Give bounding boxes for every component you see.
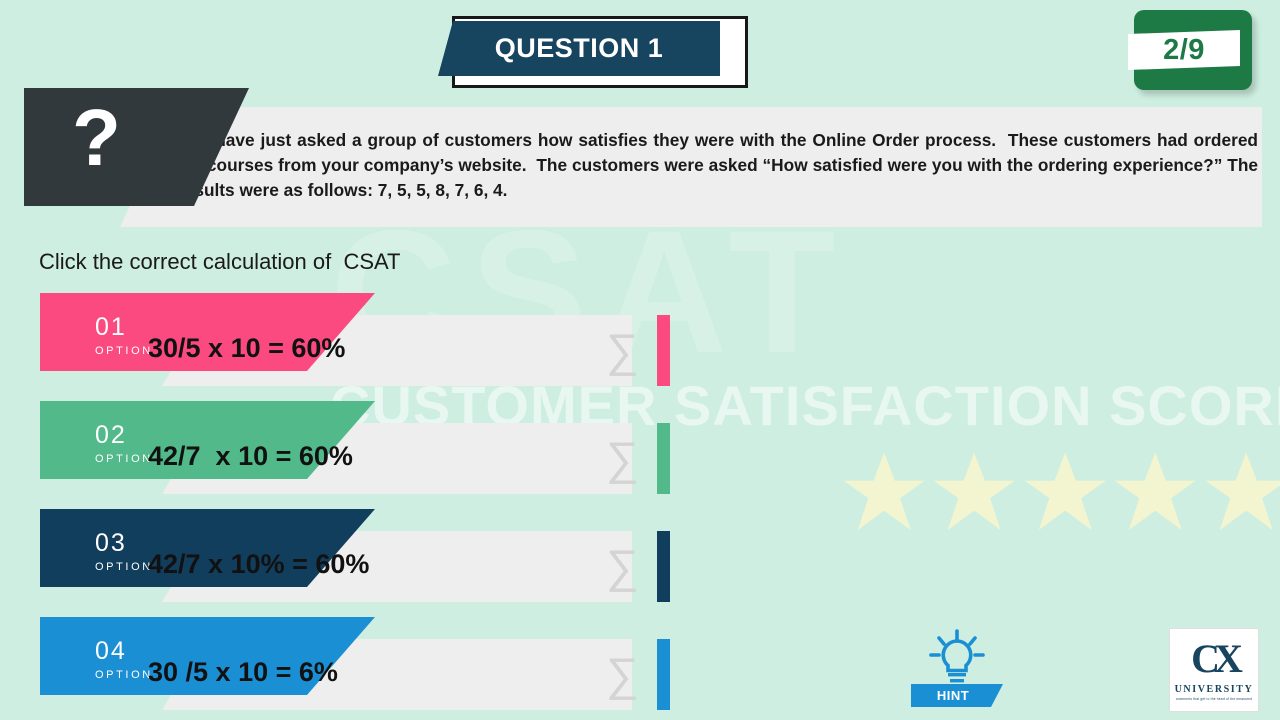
option-answer-text[interactable]: 30 /5 x 10 = 6%: [148, 657, 338, 687]
page-counter-band: 2/9: [1128, 30, 1240, 70]
page-counter-value: 2/9: [1163, 33, 1205, 66]
sigma-icon: ∑: [606, 324, 639, 376]
option-label: OPTION: [95, 453, 153, 465]
hint-button[interactable]: HINT: [911, 628, 1003, 710]
option-label: OPTION: [95, 345, 153, 357]
logo: CX UNIVERSITY comments that get to the h…: [1169, 628, 1259, 712]
question-text-panel: You have just asked a group of customers…: [120, 107, 1262, 227]
option-row-04[interactable]: 04 OPTION 30 /5 x 10 = 6% ∑: [40, 617, 670, 712]
option-badge[interactable]: 04 OPTION: [40, 617, 375, 695]
option-answer-text[interactable]: 42/7 x 10% = 60%: [148, 549, 370, 579]
logo-name: UNIVERSITY: [1174, 684, 1254, 695]
option-row-01[interactable]: 01 OPTION 30/5 x 10 = 60% ∑: [40, 293, 670, 388]
star-icon: [1114, 452, 1197, 531]
option-accent-bar: [657, 315, 670, 386]
option-number: 04: [95, 637, 127, 665]
question-title-ribbon: QUESTION 1: [438, 21, 720, 76]
star-icon: [1205, 452, 1280, 531]
option-accent-bar: [657, 639, 670, 710]
logo-monogram: CX: [1191, 636, 1243, 681]
option-accent-bar: [657, 423, 670, 494]
option-label: OPTION: [95, 561, 153, 573]
question-text: You have just asked a group of customers…: [178, 130, 1263, 200]
instruction-text: Click the correct calculation of CSAT: [39, 249, 401, 274]
hint-label-banner[interactable]: HINT: [911, 684, 1003, 707]
question-mark-glyph: ?: [72, 93, 121, 182]
sigma-icon: ∑: [606, 540, 639, 592]
logo-tagline: comments that get to the heart of the me…: [1175, 697, 1253, 701]
option-answer-text[interactable]: 30/5 x 10 = 60%: [148, 333, 346, 363]
background-stars: [840, 438, 1280, 548]
option-answer-text[interactable]: 42/7 x 10 = 60%: [148, 441, 353, 471]
option-number: 03: [95, 529, 127, 557]
sigma-icon: ∑: [606, 648, 639, 700]
option-accent-bar: [657, 531, 670, 602]
page-title: QUESTION 1: [494, 33, 664, 63]
option-row-02[interactable]: 02 OPTION 42/7 x 10 = 60% ∑: [40, 401, 670, 496]
page-counter: 2/9: [1128, 10, 1252, 90]
star-icon: [1024, 452, 1106, 531]
lightbulb-icon[interactable]: [927, 628, 987, 688]
star-icon: [843, 452, 925, 531]
hint-label-text: HINT: [936, 688, 970, 703]
option-number: 02: [95, 421, 127, 449]
star-icon: [933, 452, 1016, 531]
option-number: 01: [95, 313, 127, 341]
option-row-03[interactable]: 03 OPTION 42/7 x 10% = 60% ∑: [40, 509, 670, 604]
sigma-icon: ∑: [606, 432, 639, 484]
option-label: OPTION: [95, 669, 153, 681]
